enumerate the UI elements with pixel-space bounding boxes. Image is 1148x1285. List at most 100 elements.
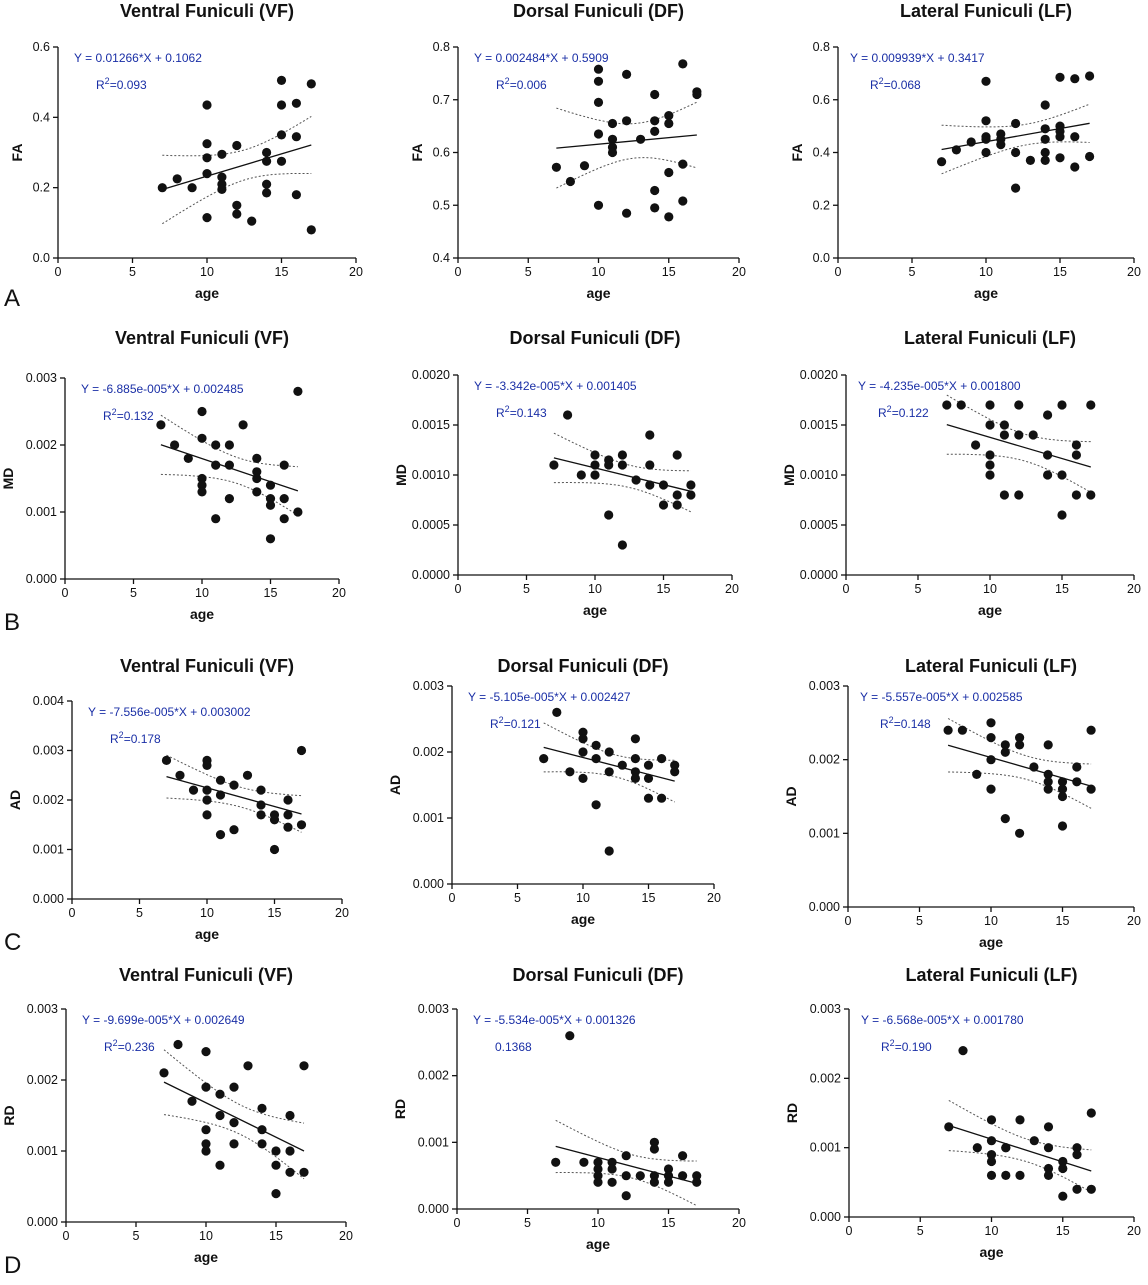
y-tick-label: 0.4 xyxy=(433,251,450,265)
data-point xyxy=(271,1160,281,1170)
y-tick-label: 0.6 xyxy=(813,93,830,107)
data-point xyxy=(1043,777,1053,787)
r-squared: R2=0.143 xyxy=(496,404,547,420)
data-point xyxy=(1057,784,1068,794)
data-point xyxy=(229,1139,239,1149)
data-point xyxy=(1040,134,1050,144)
data-point xyxy=(1057,400,1067,410)
chart-title: Ventral Funiculi (VF) xyxy=(120,1,294,21)
data-point xyxy=(999,490,1010,500)
data-point xyxy=(678,1171,688,1181)
data-point xyxy=(590,470,600,480)
data-point xyxy=(276,156,287,166)
data-point xyxy=(1057,510,1067,520)
data-point xyxy=(257,1139,267,1149)
y-tick-label: 0.2 xyxy=(813,198,830,212)
data-point xyxy=(579,161,590,171)
x-tick-label: 5 xyxy=(917,1224,924,1238)
data-point xyxy=(283,822,293,832)
x-tick-label: 20 xyxy=(332,586,346,600)
regression-line xyxy=(553,457,692,492)
x-tick-label: 20 xyxy=(725,582,739,596)
data-point xyxy=(1025,155,1035,165)
data-point xyxy=(161,755,172,766)
data-point xyxy=(211,460,221,470)
ci-upper-band xyxy=(163,1049,305,1124)
y-tick-label: 0.003 xyxy=(413,679,444,693)
data-point xyxy=(1015,1115,1025,1125)
y-tick-label: 0.7 xyxy=(433,93,450,107)
data-point xyxy=(678,159,688,169)
data-point xyxy=(622,116,632,126)
data-point xyxy=(1040,100,1050,110)
data-point xyxy=(252,467,262,477)
data-point xyxy=(1015,828,1025,838)
data-point xyxy=(1072,1184,1082,1194)
data-point xyxy=(224,440,234,450)
r-squared-symbol: R xyxy=(104,1040,113,1054)
regression-line xyxy=(946,424,1091,468)
data-point xyxy=(1057,791,1068,802)
data-point xyxy=(593,200,604,210)
y-tick-label: 0.0005 xyxy=(800,518,838,532)
data-point xyxy=(202,169,212,179)
y-tick-label: 0.000 xyxy=(33,892,64,906)
y-tick-label: 0.5 xyxy=(433,198,450,212)
data-point xyxy=(232,140,242,151)
x-tick-label: 10 xyxy=(979,265,993,279)
x-tick-label: 0 xyxy=(62,586,69,600)
data-point xyxy=(1043,470,1053,480)
y-tick-label: 0.001 xyxy=(33,843,64,857)
data-point xyxy=(269,815,280,825)
data-point xyxy=(1040,147,1050,158)
data-point xyxy=(262,179,272,189)
y-tick-label: 0.0010 xyxy=(800,468,838,482)
data-point xyxy=(986,1115,997,1125)
data-point xyxy=(279,494,289,504)
data-point xyxy=(217,172,227,182)
x-tick-label: 0 xyxy=(455,265,462,279)
data-point xyxy=(202,153,212,163)
regression-equation: Y = 0.01266*X + 0.1062 xyxy=(74,51,202,65)
y-tick-label: 0.001 xyxy=(27,1144,58,1158)
data-point xyxy=(279,514,289,524)
data-point xyxy=(211,514,221,524)
data-point xyxy=(985,460,995,470)
ci-lower-band xyxy=(555,1172,697,1207)
x-tick-label: 0 xyxy=(454,1216,461,1230)
x-axis-label: age xyxy=(979,934,1003,950)
data-point xyxy=(1011,118,1021,129)
ci-lower-band xyxy=(163,1114,305,1180)
data-point xyxy=(159,1068,169,1078)
x-tick-label: 0 xyxy=(63,1229,70,1243)
r-squared-exponent: 2 xyxy=(505,76,510,86)
r-squared-exponent: 2 xyxy=(505,404,510,414)
data-point xyxy=(986,784,996,794)
data-point xyxy=(291,98,301,108)
data-point xyxy=(692,1171,702,1181)
data-point xyxy=(306,79,316,89)
data-point xyxy=(1086,784,1096,794)
x-tick-label: 0 xyxy=(69,906,76,920)
data-point xyxy=(173,1039,183,1050)
x-tick-label: 15 xyxy=(642,891,656,905)
data-point xyxy=(617,460,628,470)
data-point xyxy=(229,1082,239,1092)
x-tick-label: 5 xyxy=(133,1229,140,1243)
x-tick-label: 20 xyxy=(707,891,721,905)
data-point xyxy=(981,134,991,144)
data-point xyxy=(197,480,207,490)
data-point xyxy=(649,1144,660,1154)
regression-equation: Y = -5.534e-005*X + 0.001326 xyxy=(473,1013,636,1027)
data-point xyxy=(170,440,180,450)
data-point xyxy=(1043,784,1053,794)
data-point xyxy=(215,1110,225,1121)
data-point xyxy=(986,1170,997,1180)
r-squared: R2=0.236 xyxy=(104,1038,155,1054)
data-point xyxy=(650,203,660,213)
r-squared-value: =0.006 xyxy=(510,78,547,92)
data-point xyxy=(593,1164,603,1174)
data-point xyxy=(971,440,981,450)
data-point xyxy=(672,450,682,460)
y-tick-label: 0.003 xyxy=(33,744,64,758)
